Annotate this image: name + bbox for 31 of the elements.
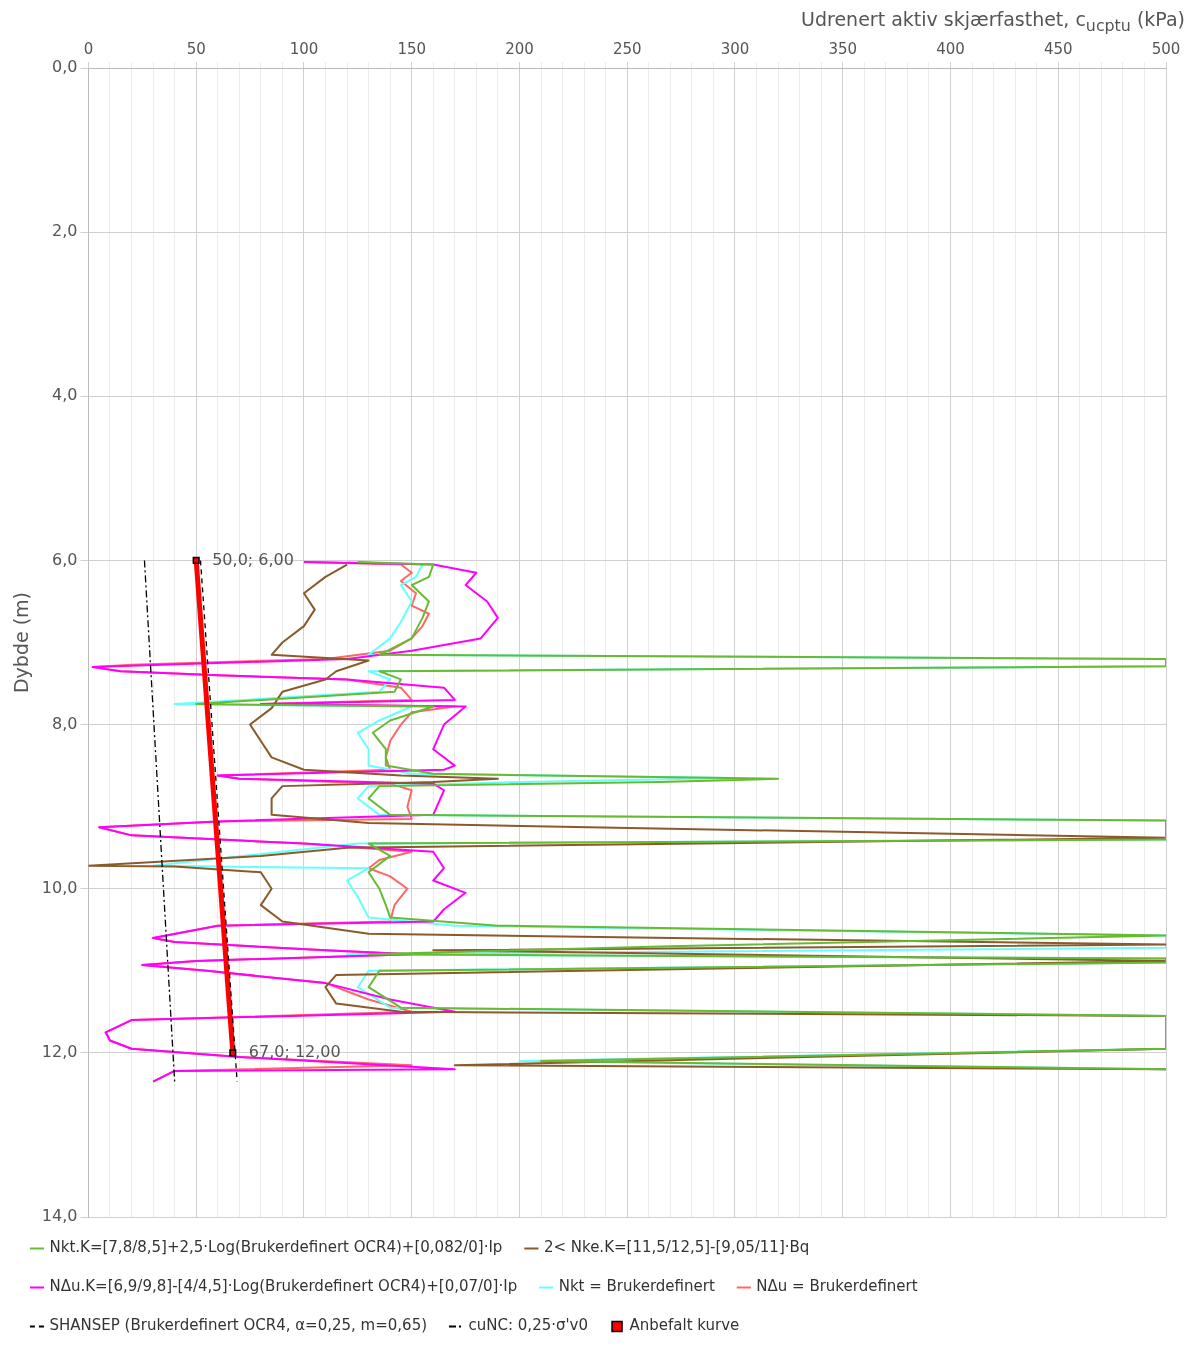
x-tick-label: 50 [186, 39, 206, 58]
x-tick-label: 150 [397, 39, 427, 58]
y-tick-label: 12,0 [41, 1042, 78, 1062]
legend-label: Anbefalt kurve [629, 1316, 740, 1335]
y-tick-label: 14,0 [41, 1206, 78, 1226]
y-tick-label: 4,0 [51, 385, 78, 405]
annotation: 50,0; 6,00 [212, 549, 294, 569]
annotation: 67,0; 12,00 [248, 1042, 341, 1062]
x-tick-label: 300 [720, 39, 750, 58]
legend-label: Nkt = Brukerdefinert [558, 1277, 715, 1296]
x-axis-title: Udrenert aktiv skjærfasthet, c$_{ucptu}$ (kPa) [800, 8, 1186, 35]
y-tick-label: 10,0 [41, 877, 78, 897]
legend-label: cuNC: 0,25·σ'v0 [468, 1316, 589, 1335]
y-axis-title: Dybde (m) [10, 591, 33, 694]
y-tick-label: 8,0 [51, 713, 78, 733]
x-tick-label: 100 [289, 39, 319, 58]
x-tick-label: 450 [1043, 39, 1073, 58]
y-tick-label: 0,0 [51, 57, 78, 77]
x-tick-label: 500 [1151, 39, 1181, 58]
legend-label: 2< Nke.K=[11,5/12,5]-[9,05/11]·Bq [543, 1238, 810, 1257]
x-tick-label: 200 [505, 39, 534, 58]
x-tick-label: 250 [612, 39, 642, 58]
legend-label: NΔu = Brukerdefinert [756, 1277, 918, 1296]
x-tick-label: 350 [828, 39, 858, 58]
y-tick-label: 6,0 [51, 549, 78, 569]
legend-label: SHANSEP (Brukerdefinert OCR4, α=0,25, m=0,65) [49, 1316, 428, 1335]
legend-label: Nkt.K=[7,8/8,5]+2,5·Log(Brukerdefinert OCR4)+[0,082/0]·Ip [49, 1238, 503, 1257]
x-tick-label: 0 [83, 39, 94, 58]
x-tick-label: 400 [936, 39, 965, 58]
legend-label: NΔu.K=[6,9/9,8]-[4/4,5]·Log(Brukerdefinert OCR4)+[0,07/0]·Ip [49, 1277, 518, 1296]
y-tick-label: 2,0 [51, 221, 78, 241]
